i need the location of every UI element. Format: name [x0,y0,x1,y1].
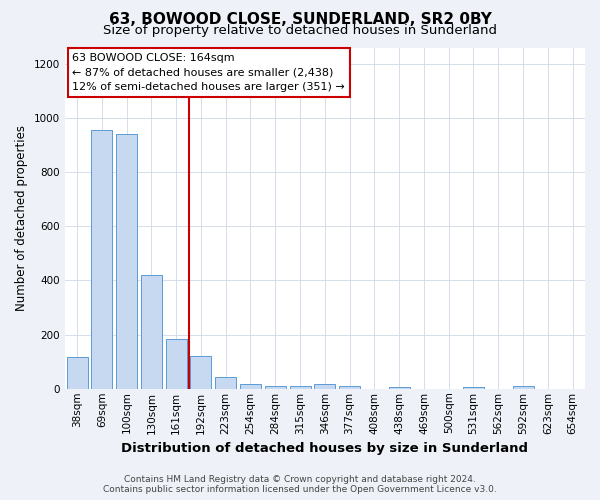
Bar [116,134,137,389]
Y-axis label: Number of detached properties: Number of detached properties [15,125,28,311]
Text: Size of property relative to detached houses in Sunderland: Size of property relative to detached ho… [103,24,497,37]
Text: 63, BOWOOD CLOSE, SUNDERLAND, SR2 0BY: 63, BOWOOD CLOSE, SUNDERLAND, SR2 0BY [109,12,491,28]
X-axis label: Distribution of detached houses by size in Sunderland: Distribution of detached houses by size … [121,442,529,455]
Bar [389,386,410,389]
Bar [240,384,261,389]
Bar [166,338,187,389]
Bar [339,386,360,389]
Bar [215,376,236,389]
Bar [290,386,311,389]
Text: 63 BOWOOD CLOSE: 164sqm
← 87% of detached houses are smaller (2,438)
12% of semi: 63 BOWOOD CLOSE: 164sqm ← 87% of detache… [73,52,345,92]
Bar [463,386,484,389]
Text: Contains HM Land Registry data © Crown copyright and database right 2024.
Contai: Contains HM Land Registry data © Crown c… [103,474,497,494]
Bar [141,275,162,389]
Bar [265,386,286,389]
Bar [190,356,211,389]
Bar [91,130,112,389]
Bar [512,386,533,389]
Bar [314,384,335,389]
Bar [67,357,88,389]
